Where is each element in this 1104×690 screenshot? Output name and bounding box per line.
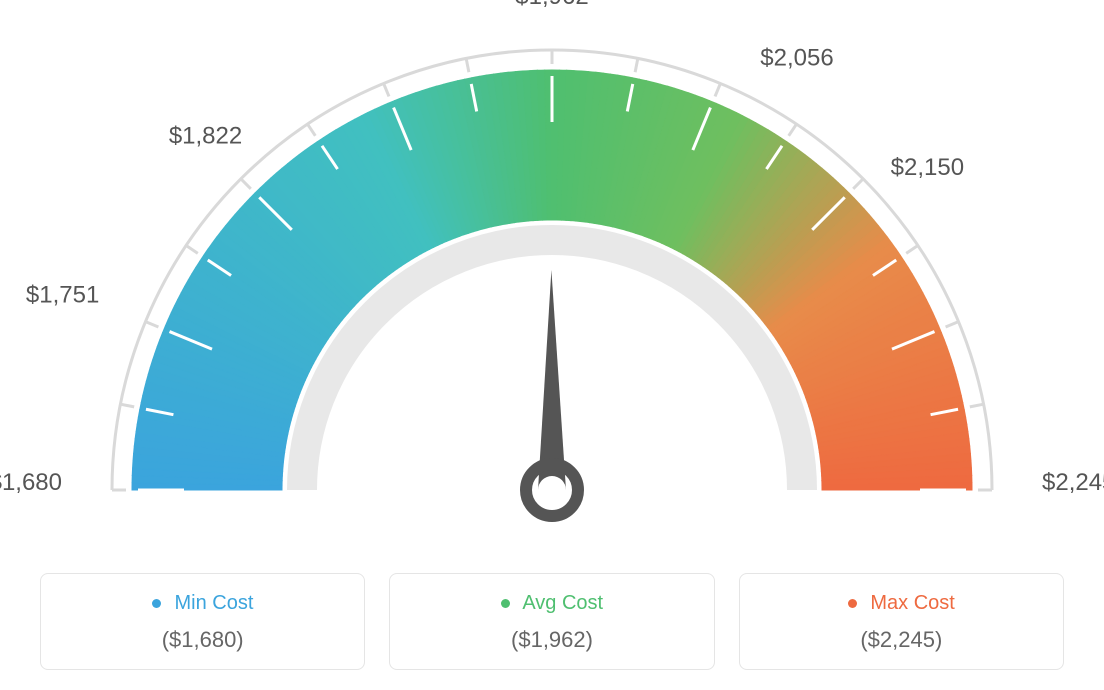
gauge-tick-label: $1,680 (0, 469, 62, 496)
min-cost-card: Min Cost ($1,680) (40, 573, 365, 670)
max-dot-icon (848, 599, 857, 608)
gauge-chart: $1,680 $1,751 $1,822 $1,962 $2,056 $2,150 $2,2… (0, 0, 1104, 560)
max-cost-value: ($2,245) (750, 627, 1053, 653)
min-dot-icon (152, 599, 161, 608)
min-label-text: Min Cost (174, 592, 253, 614)
gauge-tick-label: $1,962 (515, 0, 588, 10)
avg-label-text: Avg Cost (522, 592, 603, 614)
gauge-tick-label: $2,150 (891, 154, 964, 181)
max-cost-label: Max Cost (750, 592, 1053, 615)
max-label-text: Max Cost (870, 592, 954, 614)
gauge-tick-label: $1,822 (169, 123, 242, 150)
avg-dot-icon (501, 599, 510, 608)
gauge-tick-label: $2,056 (760, 45, 833, 72)
gauge-needle-hub-inner (538, 476, 566, 504)
gauge-needle (538, 270, 566, 490)
chart-container: $1,680 $1,751 $1,822 $1,962 $2,056 $2,150 $2,2… (0, 0, 1104, 690)
summary-cards: Min Cost ($1,680) Avg Cost ($1,962) Max … (0, 573, 1104, 670)
avg-cost-value: ($1,962) (400, 627, 703, 653)
avg-cost-label: Avg Cost (400, 592, 703, 615)
gauge-tick-label: $1,751 (26, 281, 99, 308)
avg-cost-card: Avg Cost ($1,962) (389, 573, 714, 670)
max-cost-card: Max Cost ($2,245) (739, 573, 1064, 670)
min-cost-value: ($1,680) (51, 627, 354, 653)
gauge-tick-label: $2,245 (1042, 469, 1104, 496)
min-cost-label: Min Cost (51, 592, 354, 615)
